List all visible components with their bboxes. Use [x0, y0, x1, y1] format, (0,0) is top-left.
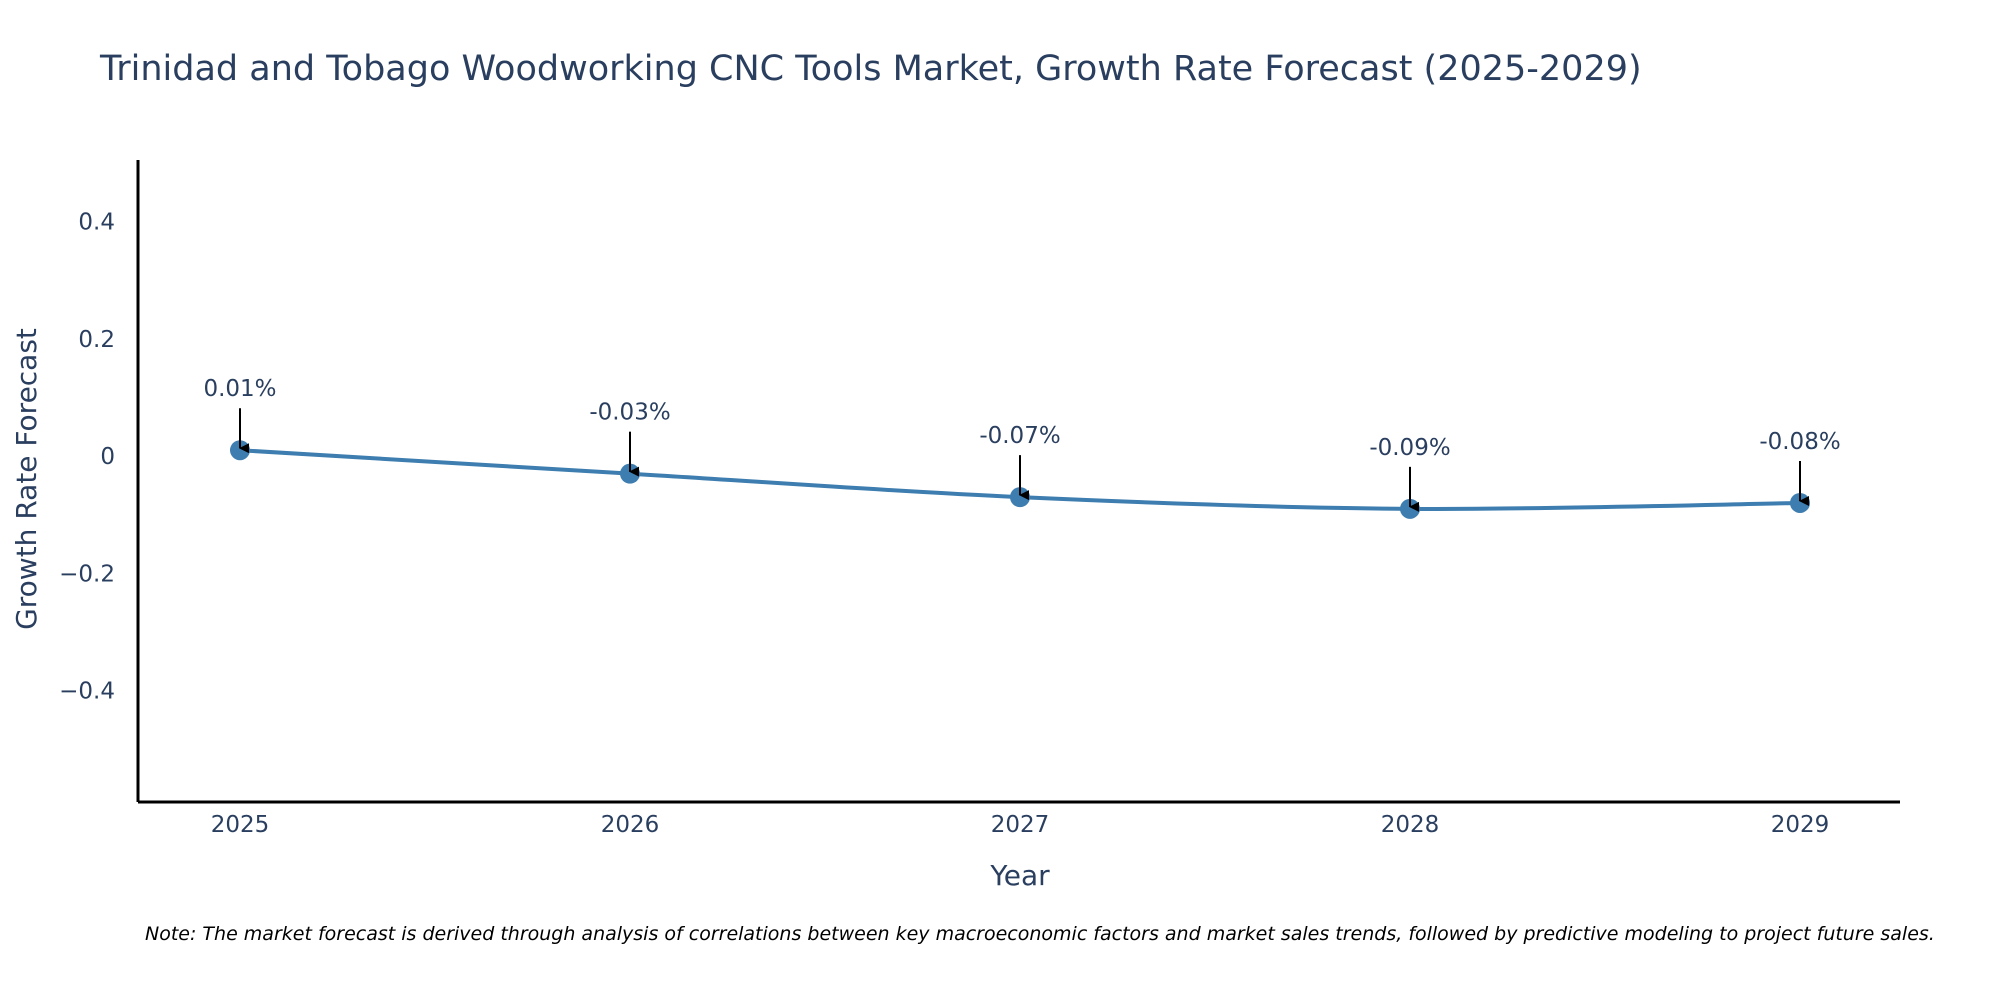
y-tick-label: −0.4 [59, 679, 115, 705]
data-label: -0.03% [589, 400, 670, 426]
y-axis-ticks: 0.4 0.2 0 −0.2 −0.4 [59, 210, 115, 705]
x-tick-label: 2028 [1381, 812, 1440, 838]
data-label: -0.07% [979, 423, 1060, 449]
x-tick-label: 2029 [1771, 812, 1830, 838]
y-tick-label: −0.2 [59, 561, 115, 587]
data-annotations: 0.01% -0.03% -0.07% -0.09% -0.08% [203, 376, 1841, 512]
x-tick-label: 2025 [211, 812, 270, 838]
footnote: Note: The market forecast is derived thr… [145, 923, 1935, 945]
data-label: -0.09% [1369, 435, 1450, 461]
y-axis-title: Growth Rate Forecast [10, 328, 43, 630]
data-label: -0.08% [1759, 429, 1840, 455]
x-axis-title: Year [989, 859, 1050, 892]
y-tick-label: 0 [100, 444, 115, 470]
x-axis-ticks: 2025 2026 2027 2028 2029 [211, 812, 1830, 838]
x-tick-label: 2026 [601, 812, 660, 838]
x-tick-label: 2027 [991, 812, 1050, 838]
data-label: 0.01% [203, 376, 276, 402]
chart-title: Trinidad and Tobago Woodworking CNC Tool… [99, 49, 1642, 89]
y-tick-label: 0.4 [78, 210, 115, 236]
y-tick-label: 0.2 [78, 327, 115, 353]
